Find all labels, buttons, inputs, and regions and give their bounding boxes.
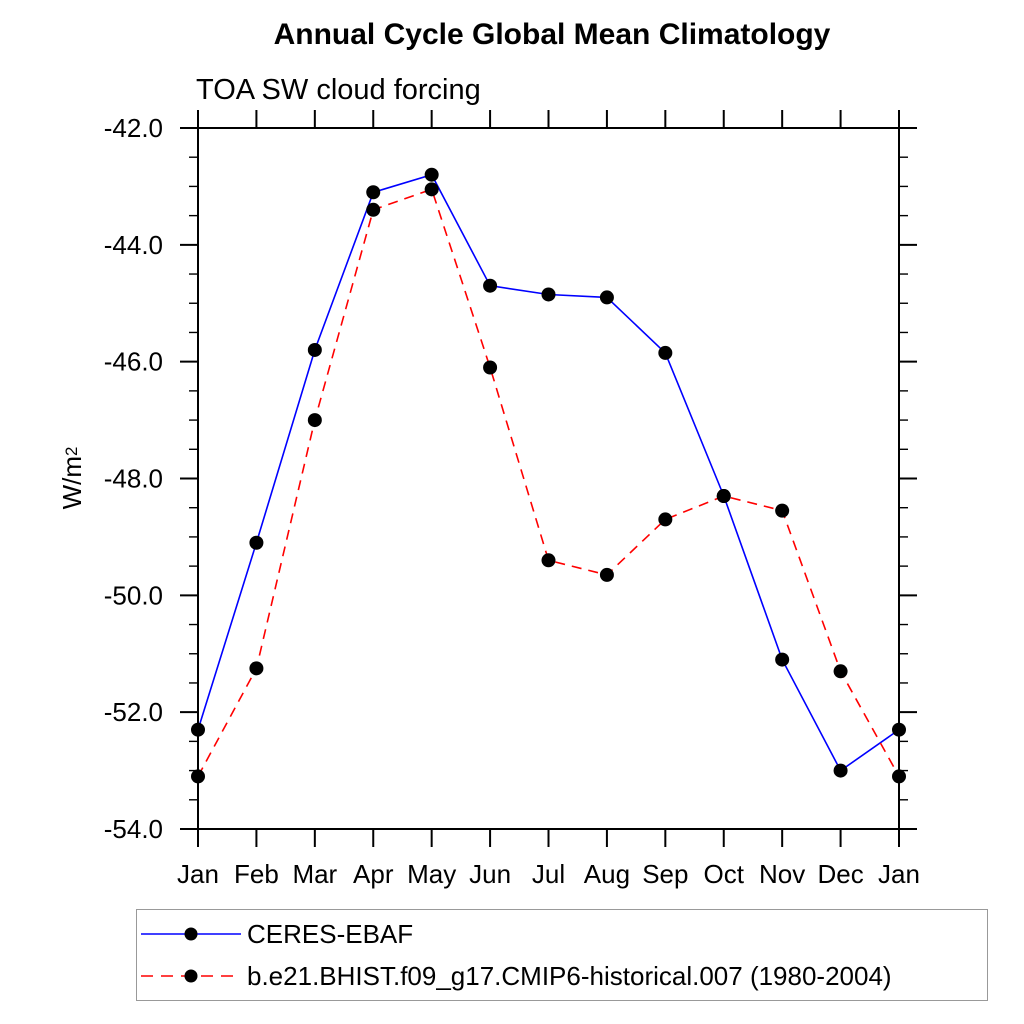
data-point-series0-Jul — [541, 287, 556, 302]
legend-box: CERES-EBAF b.e21.BHIST.f09_g17.CMIP6-his… — [136, 909, 988, 1001]
legend-item-obs: CERES-EBAF — [139, 914, 987, 954]
legend-label-obs: CERES-EBAF — [247, 918, 414, 949]
x-tick-label: May — [407, 859, 456, 889]
data-point-series1-Jan — [191, 769, 205, 784]
data-point-series0-Aug — [599, 290, 614, 305]
legend-item-model: b.e21.BHIST.f09_g17.CMIP6-historical.007… — [139, 956, 987, 996]
x-tick-label: Jun — [469, 859, 511, 889]
legend-marker-dot — [184, 927, 198, 941]
x-tick-label: Nov — [759, 859, 805, 889]
data-point-series0-May — [424, 167, 439, 182]
axis-ticks — [180, 110, 917, 847]
data-point-series0-Mar — [307, 342, 322, 357]
plot-frame — [197, 127, 900, 830]
data-point-series1-Sep — [658, 512, 673, 527]
data-point-series1-Jun — [483, 360, 498, 375]
y-tick-label: -44.0 — [104, 230, 163, 260]
chart-subtitle: TOA SW cloud forcing — [196, 74, 481, 106]
y-tick-label: -42.0 — [104, 113, 163, 143]
x-tick-label: Oct — [704, 859, 745, 889]
chart-title: Annual Cycle Global Mean Climatology — [273, 18, 831, 51]
data-point-series1-Mar — [307, 413, 322, 428]
data-point-series1-Aug — [599, 567, 614, 582]
data-point-series1-May — [424, 182, 439, 197]
data-point-series0-Nov — [775, 652, 790, 667]
data-point-series1-Nov — [775, 503, 790, 518]
x-tick-label: Apr — [353, 859, 394, 889]
data-point-series0-Jan — [191, 722, 205, 737]
x-tick-label: Jan — [878, 859, 920, 889]
y-tick-label: -46.0 — [104, 347, 163, 377]
y-tick-label: -52.0 — [104, 697, 163, 727]
y-tick-label: -50.0 — [104, 580, 163, 610]
legend-label-model: b.e21.BHIST.f09_g17.CMIP6-historical.007… — [247, 960, 892, 991]
data-point-series0-Feb — [249, 535, 264, 550]
x-tick-label: Sep — [642, 859, 688, 889]
series-line-1 — [197, 188, 900, 777]
legend-swatch-solid-line — [141, 927, 241, 941]
data-point-series0-Sep — [658, 345, 673, 360]
x-tick-label: Aug — [584, 859, 630, 889]
axis-tick-labels: -42.0 -44.0 -46.0 -48.0 -50.0 -52.0 -54.0 Jan Fe… — [104, 113, 920, 889]
data-markers — [191, 167, 906, 784]
data-point-series0-Jan — [892, 722, 906, 737]
data-point-series1-Dec — [833, 664, 848, 679]
data-point-series1-Apr — [366, 202, 381, 217]
data-point-series0-Jun — [483, 278, 498, 293]
y-tick-label: -54.0 — [104, 814, 163, 844]
x-tick-label: Jul — [532, 859, 565, 889]
data-point-series1-Jan — [892, 769, 906, 784]
data-point-series0-Apr — [366, 185, 381, 200]
data-point-series0-Dec — [833, 763, 848, 778]
legend-swatch-dashed-line — [141, 969, 241, 983]
x-tick-label: Dec — [817, 859, 863, 889]
x-tick-label: Feb — [234, 859, 279, 889]
x-tick-label: Jan — [177, 859, 219, 889]
data-point-series1-Feb — [249, 661, 264, 676]
series-lines — [197, 173, 900, 777]
legend-marker-dot — [184, 969, 198, 983]
y-tick-label: -48.0 — [104, 464, 163, 494]
data-point-series1-Jul — [541, 553, 556, 568]
plot-canvas: -42.0 -44.0 -46.0 -48.0 -50.0 -52.0 -54.0 Jan Fe… — [104, 110, 920, 889]
data-point-series1-Oct — [716, 489, 731, 504]
x-tick-label: Mar — [292, 859, 337, 889]
